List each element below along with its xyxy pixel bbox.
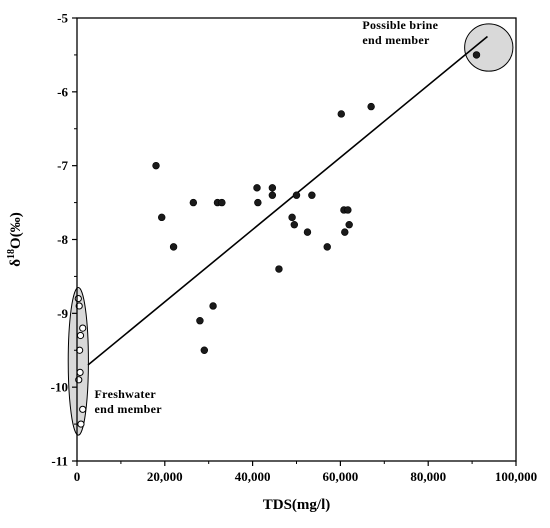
open-point-0 <box>74 294 82 303</box>
filled-point-25 <box>367 102 375 111</box>
annotation-0-line-1: end member <box>362 33 430 47</box>
filled-point-24 <box>345 221 353 229</box>
y-axis-label-rest: O(‰) <box>8 212 24 249</box>
filled-point-9 <box>253 184 261 192</box>
filled-point-12 <box>268 191 277 199</box>
annotation-1-line-0: Freshwater <box>95 387 157 401</box>
filled-point-16 <box>292 191 301 199</box>
y-tick-label-0: -11 <box>51 454 68 469</box>
filled-point-14 <box>288 213 296 222</box>
regression-line <box>87 35 488 366</box>
axes <box>72 17 517 466</box>
x-tick-label-5: 100,000 <box>495 469 537 484</box>
x-tick-label-2: 40,000 <box>235 469 271 484</box>
y-tick-label-5: -6 <box>57 84 68 99</box>
tick-labels: 0 20,000 40,000 60,000 80,000 100,000 -11 -10 -9… <box>51 11 537 485</box>
regression-line-layer <box>87 35 488 366</box>
end-member-ellipse-0 <box>67 286 89 436</box>
filled-point-10 <box>254 198 262 207</box>
filled-point-15 <box>290 221 299 229</box>
filled-point-1 <box>158 213 166 222</box>
x-axis-label: TDS(mg/l) <box>263 497 331 513</box>
open-point-3 <box>76 331 85 340</box>
filled-point-3 <box>189 198 198 207</box>
open-point-5 <box>76 368 84 376</box>
x-tick-label-3: 60,000 <box>323 469 359 484</box>
filled-point-26 <box>472 51 481 59</box>
y-tick-label-3: -8 <box>57 232 68 247</box>
x-tick-label-4: 80,000 <box>410 469 446 484</box>
open-point-7 <box>79 405 87 413</box>
y-tick-label-4: -7 <box>57 158 68 173</box>
y-tick-label-6: -5 <box>57 11 68 26</box>
filled-point-2 <box>169 243 178 251</box>
open-point-2 <box>79 324 87 332</box>
filled-point-18 <box>308 191 316 199</box>
filled-point-23 <box>344 206 352 214</box>
filled-point-22 <box>341 228 349 236</box>
y-tick-label-2: -9 <box>57 306 68 321</box>
filled-point-20 <box>337 110 345 118</box>
y-axis-label-superscript: 18 <box>6 249 17 259</box>
filled-point-0 <box>152 161 160 170</box>
end-member-ellipses <box>67 23 514 436</box>
y-axis-label-delta: δ <box>8 259 24 267</box>
filled-point-5 <box>200 346 209 354</box>
annotation-0-line-0: Possible brine <box>362 18 438 32</box>
y-axis-label: δ18O(‰) <box>6 212 24 266</box>
open-point-8 <box>77 420 85 428</box>
end-member-ellipse-1 <box>464 23 514 72</box>
x-tick-label-0: 0 <box>74 469 81 484</box>
filled-point-17 <box>303 228 312 236</box>
annotation-1-line-1: end member <box>95 402 163 416</box>
x-tick-label-1: 20,000 <box>147 469 183 484</box>
y-tick-label-1: -10 <box>51 380 68 395</box>
filled-point-19 <box>323 243 331 251</box>
filled-point-11 <box>268 184 277 192</box>
filled-point-13 <box>275 265 283 273</box>
filled-point-6 <box>209 302 217 310</box>
filled-point-8 <box>218 198 226 207</box>
data-points <box>74 51 481 428</box>
filled-point-4 <box>196 317 204 325</box>
